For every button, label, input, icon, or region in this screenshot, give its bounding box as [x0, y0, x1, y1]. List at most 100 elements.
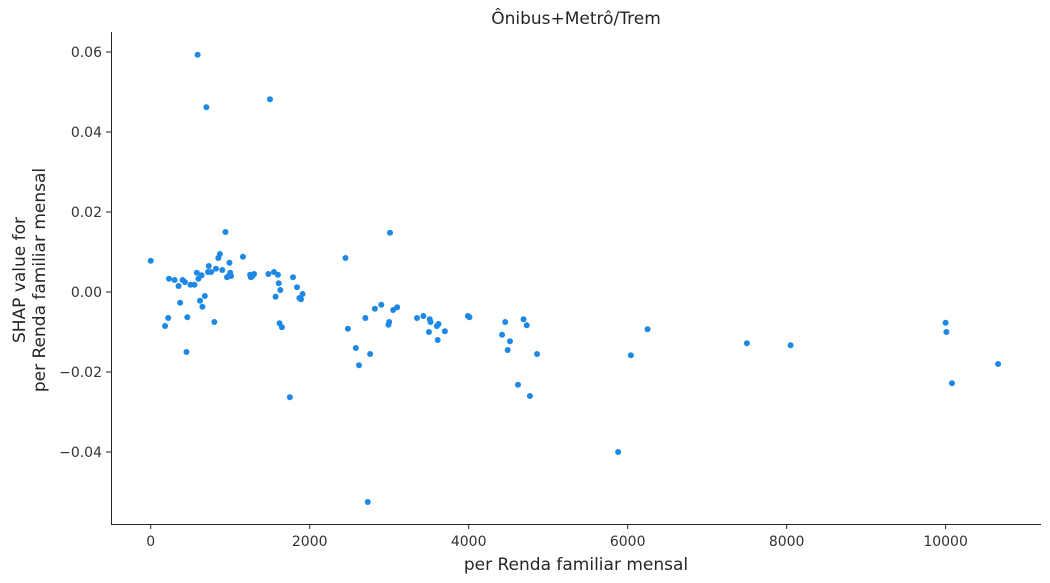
y-tick-label: 0.02 [71, 205, 102, 221]
scatter-point [175, 283, 182, 289]
x-tick-label: 2000 [292, 534, 328, 550]
scatter-point [356, 362, 362, 369]
scatter-point [208, 269, 215, 275]
y-tick-label: −0.04 [59, 445, 102, 461]
x-tick-label: 0 [146, 534, 155, 550]
scatter-point [219, 267, 226, 273]
y-axis-label-line1: SHAP value for [10, 217, 30, 343]
scatter-point [948, 380, 955, 387]
scatter-point [499, 331, 506, 338]
scatter-point [441, 328, 448, 335]
scatter-point [194, 51, 201, 58]
scatter-point [275, 280, 282, 287]
scatter-point [644, 326, 651, 333]
scatter-point [387, 229, 393, 236]
y-tick-label: 0.06 [71, 45, 102, 61]
scatter-point [425, 329, 432, 335]
x-tick-label: 10000 [923, 534, 968, 550]
scatter-point [205, 263, 212, 269]
scatter-point [364, 499, 371, 505]
scatter-point [184, 314, 191, 321]
scatter-point [427, 319, 434, 325]
scatter-point [466, 314, 473, 321]
scatter-point [504, 347, 511, 353]
scatter-point [286, 394, 293, 401]
y-tick-label: −0.02 [59, 365, 102, 381]
scatter-point [166, 275, 173, 282]
scatter-point [299, 291, 306, 297]
scatter-point [435, 321, 442, 327]
scatter-point [266, 96, 273, 103]
x-axis-label: per Renda familiar mensal [464, 555, 688, 575]
y-tick-label: 0.00 [71, 285, 102, 301]
x-tick-label: 8000 [769, 534, 805, 550]
scatter-point [183, 349, 190, 355]
scatter-point [342, 255, 349, 261]
scatter-point [526, 393, 533, 399]
scatter-point [212, 265, 219, 272]
x-tick-label: 4000 [451, 534, 487, 550]
scatter-point [615, 449, 622, 455]
scatter-point [386, 319, 393, 325]
scatter-point [294, 284, 300, 291]
scatter-point [216, 251, 223, 257]
scatter-point [420, 313, 427, 319]
x-axis-ticks: 0 2000 4000 6000 8000 10000 [146, 524, 968, 550]
scatter-point [162, 323, 169, 329]
scatter-point [362, 315, 369, 321]
scatter-point [502, 319, 509, 325]
scatter-point [211, 319, 218, 325]
scatter-point [297, 296, 304, 303]
scatter-point [198, 272, 205, 279]
scatter-point [344, 325, 351, 332]
scatter-point [203, 104, 210, 111]
scatter-point [394, 304, 401, 311]
scatter-point [222, 229, 229, 235]
scatter-point [378, 301, 385, 308]
y-axis-label-line2: per Renda familiar mensal [30, 168, 50, 392]
scatter-point [171, 277, 178, 283]
scatter-point [520, 316, 527, 323]
scatter-point [627, 352, 634, 359]
scatter-point [201, 293, 208, 299]
scatter-point [228, 273, 235, 279]
scatter-point [290, 274, 297, 281]
y-axis-label: SHAP value for per Renda familiar mensal [10, 168, 50, 392]
chart-title: Ônibus+Metrô/Trem [491, 7, 661, 29]
scatter-point [534, 351, 541, 357]
scatter-point [367, 351, 374, 357]
scatter-point [523, 322, 530, 329]
scatter-point [199, 303, 206, 310]
scatter-point [239, 253, 246, 260]
scatter-point [514, 381, 521, 388]
scatter-point [414, 315, 421, 321]
scatter-point [251, 271, 258, 277]
scatter-point [371, 305, 378, 312]
scatter-point [165, 315, 172, 321]
scatter-point [274, 271, 281, 278]
scatter-point [995, 361, 1002, 367]
scatter-point [147, 257, 154, 264]
scatter-point [434, 337, 441, 343]
x-tick-label: 6000 [610, 534, 646, 550]
scatter-point [787, 342, 794, 349]
scatter-point [278, 324, 285, 331]
scatter-point [277, 287, 284, 293]
scatter-point [352, 345, 359, 351]
y-tick-label: 0.04 [71, 125, 102, 141]
scatter-point [226, 259, 233, 266]
scatter-point [197, 297, 204, 304]
scatter-point [272, 293, 279, 300]
scatter-point [177, 299, 184, 306]
scatter-point [191, 281, 198, 288]
scatter-point [193, 269, 200, 276]
scatter-point [743, 340, 750, 347]
scatter-point [943, 329, 950, 335]
scatter-point [265, 271, 272, 277]
scatter-point [942, 319, 949, 326]
data-points [147, 51, 1002, 505]
y-axis-ticks: −0.04 −0.02 0.00 0.02 0.04 0.06 [59, 45, 111, 461]
scatter-point [507, 338, 514, 345]
scatter-point [181, 279, 188, 285]
